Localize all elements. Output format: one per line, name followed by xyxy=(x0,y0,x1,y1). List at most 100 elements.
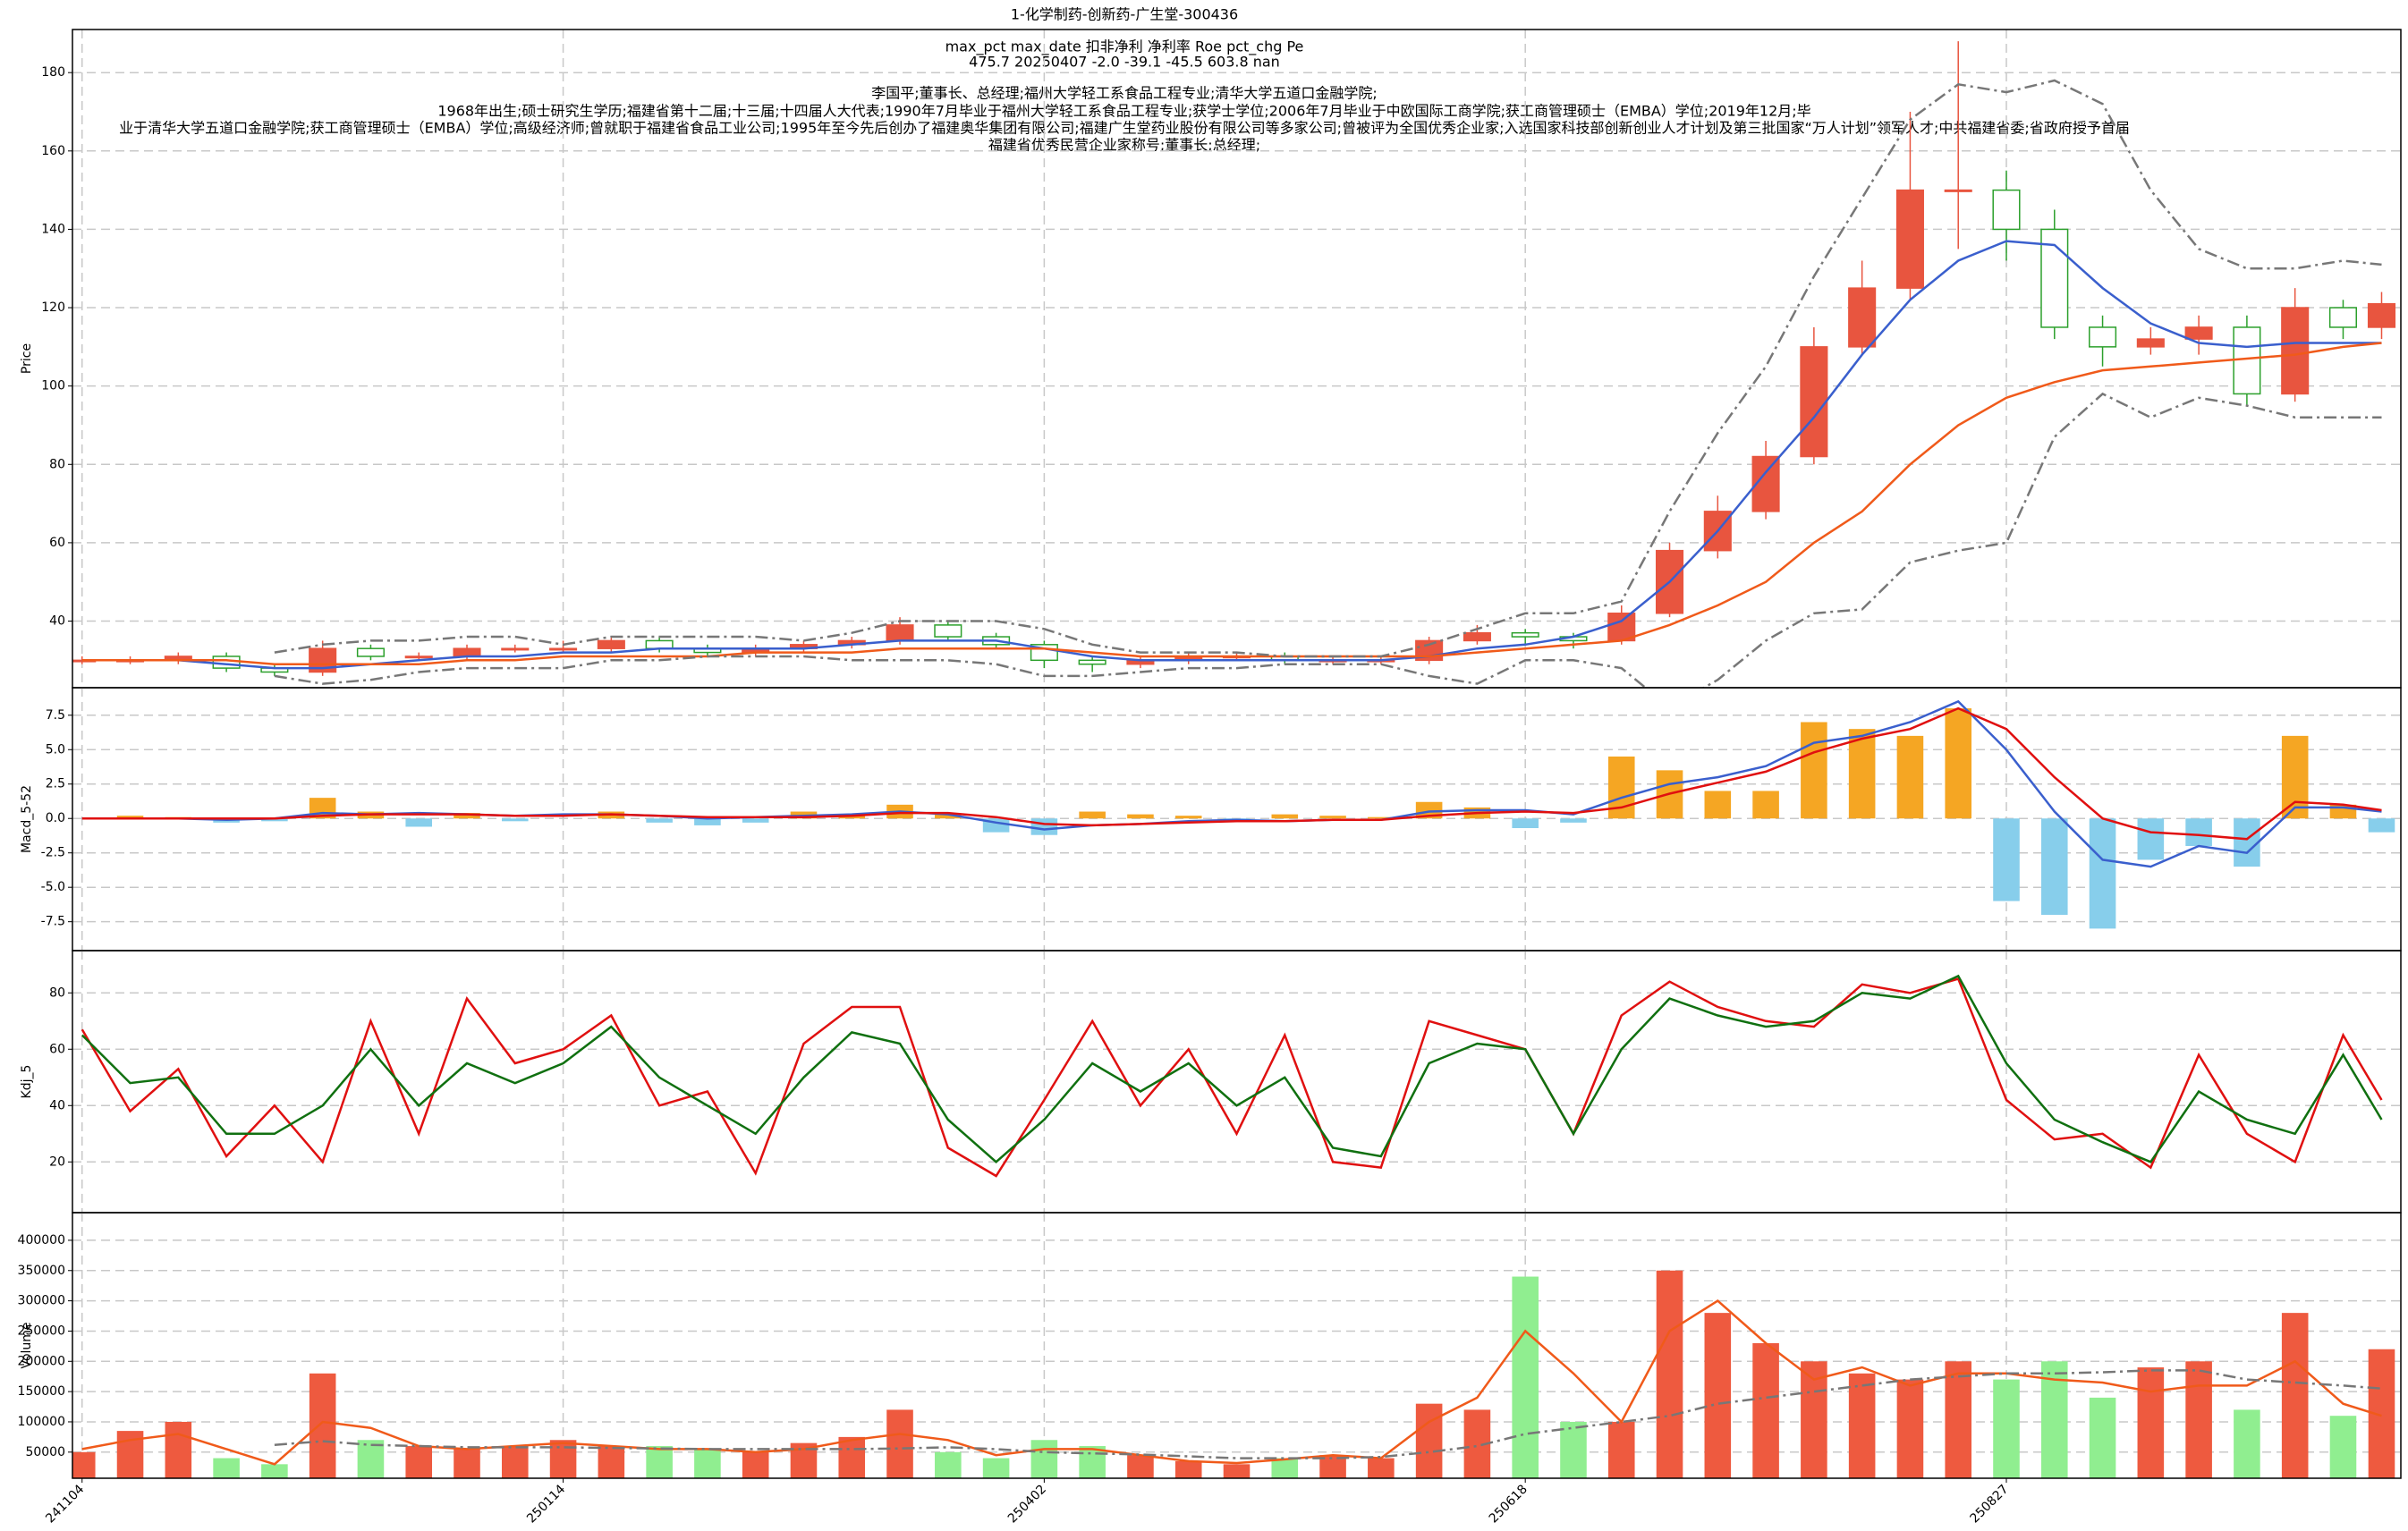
macd-bar xyxy=(2040,818,2068,915)
macd-bar xyxy=(1848,729,1876,819)
y-tick-label: -7.5 xyxy=(41,915,65,929)
plot-area xyxy=(72,1270,2395,1478)
volume-bar xyxy=(1271,1458,1299,1478)
y-axis-label: Macd_5-52 xyxy=(20,785,34,853)
y-tick-label: 100000 xyxy=(18,1415,65,1429)
macd-bar xyxy=(1801,722,1827,819)
volume-bar xyxy=(1993,1379,2020,1478)
stats-header: max_pct max_date 扣非净利 净利率 Roe pct_chg Pe xyxy=(945,38,1304,56)
line xyxy=(81,974,2383,1163)
y-tick-label: -5.0 xyxy=(41,880,65,894)
x-tick-label: 250402 xyxy=(1005,1482,1049,1526)
y-tick-label: 0.0 xyxy=(46,811,65,825)
macd-bar xyxy=(2185,818,2212,847)
volume-bar xyxy=(1656,1270,1683,1478)
candle-body xyxy=(1607,613,1636,642)
x-tick-label: 250114 xyxy=(524,1482,568,1526)
x-tick-label: 241104 xyxy=(43,1482,87,1526)
y-tick-label: 40 xyxy=(49,1098,65,1112)
macd-bar xyxy=(2368,818,2395,833)
y-tick-label: 40 xyxy=(49,614,65,629)
volume-bar xyxy=(2234,1409,2260,1478)
macd-bar xyxy=(1174,816,1202,819)
y-tick-label: -2.5 xyxy=(41,846,65,860)
candle-body xyxy=(2089,326,2117,348)
volume-bar xyxy=(886,1409,913,1478)
y-tick-label: 50000 xyxy=(25,1445,65,1459)
candle-body xyxy=(1800,346,1828,458)
macd-bar xyxy=(1993,818,2020,901)
volume-bar xyxy=(742,1451,769,1478)
volume-bar xyxy=(2089,1397,2116,1478)
y-tick-label: 200000 xyxy=(18,1354,65,1368)
macd-bar xyxy=(1319,816,1346,819)
volume-bar xyxy=(1704,1313,1732,1478)
volume-bar xyxy=(1607,1421,1635,1478)
plot-area xyxy=(81,974,2383,1178)
candle-body xyxy=(886,624,914,642)
line xyxy=(81,706,2382,841)
candle-body xyxy=(1463,631,1491,642)
candle-body xyxy=(2281,307,2310,395)
y-tick-label: 5.0 xyxy=(46,742,65,757)
volume-bar xyxy=(261,1464,288,1478)
line xyxy=(274,79,2382,658)
y-axis-label: Price xyxy=(20,343,34,374)
volume-bar xyxy=(1945,1361,1972,1478)
macd-bar xyxy=(2281,735,2309,819)
candle-body xyxy=(2367,302,2396,328)
macd-bar xyxy=(1127,814,1154,819)
note: 福建省优秀民营企业家称号;董事长;总经理; xyxy=(988,137,1260,154)
volume-bar xyxy=(454,1449,480,1478)
chart-title: 1-化学制药-创新药-广生堂-300436 xyxy=(1011,6,1238,23)
note: 李国平;董事长、总经理;福州大学轻工系食品工程专业;清华大学五道口金融学院; xyxy=(871,85,1378,102)
macd-bar xyxy=(1704,791,1732,819)
x-tick-label: 250618 xyxy=(1487,1482,1530,1526)
volume-bar xyxy=(309,1373,336,1478)
volume-bar xyxy=(501,1446,529,1478)
candle-body xyxy=(2328,307,2358,328)
macd-bar xyxy=(2089,818,2116,929)
y-axis-label: Volume xyxy=(20,1322,34,1368)
volume-bar xyxy=(405,1446,433,1478)
line xyxy=(81,1299,2382,1466)
macd-bar xyxy=(261,818,288,822)
volume-bar xyxy=(1848,1373,1876,1478)
macd-bar xyxy=(935,814,962,819)
macd-bar xyxy=(1079,811,1106,819)
volume-bar xyxy=(646,1446,673,1478)
candle-body xyxy=(501,647,530,651)
candle-body xyxy=(597,639,625,649)
candle-body xyxy=(2233,326,2261,395)
y-tick-label: 80 xyxy=(49,985,65,1000)
candle-body xyxy=(2184,326,2213,340)
candle-body xyxy=(1944,189,1972,192)
volume-bar xyxy=(982,1458,1010,1478)
y-tick-label: 160 xyxy=(41,144,65,158)
y-tick-label: 180 xyxy=(41,65,65,80)
volume-bar xyxy=(1801,1361,1827,1478)
y-tick-label: 80 xyxy=(49,457,65,471)
macd-bar xyxy=(116,816,144,819)
macd-bar xyxy=(646,818,673,823)
volume-bar xyxy=(549,1440,577,1478)
x-tick-label: 250827 xyxy=(1968,1482,2012,1526)
volume-bar xyxy=(838,1436,866,1478)
macd-bar xyxy=(1512,818,1539,829)
y-tick-label: 60 xyxy=(49,1042,65,1056)
volume-bar xyxy=(598,1446,625,1478)
candle-body xyxy=(453,647,481,657)
volume-bar xyxy=(1752,1342,1779,1478)
volume-bar xyxy=(2329,1416,2357,1478)
macd-bar xyxy=(1945,708,1972,819)
stats-values: 475.7 20250407 -2.0 -39.1 -45.5 603.8 na… xyxy=(969,54,1280,71)
y-tick-label: 300000 xyxy=(18,1294,65,1308)
y-tick-label: 2.5 xyxy=(46,777,65,791)
line xyxy=(274,1369,2382,1459)
line xyxy=(81,240,2382,670)
line xyxy=(81,977,2383,1178)
macd-bar xyxy=(694,818,721,825)
candle-body xyxy=(1703,511,1732,552)
macd-bar xyxy=(454,813,480,819)
